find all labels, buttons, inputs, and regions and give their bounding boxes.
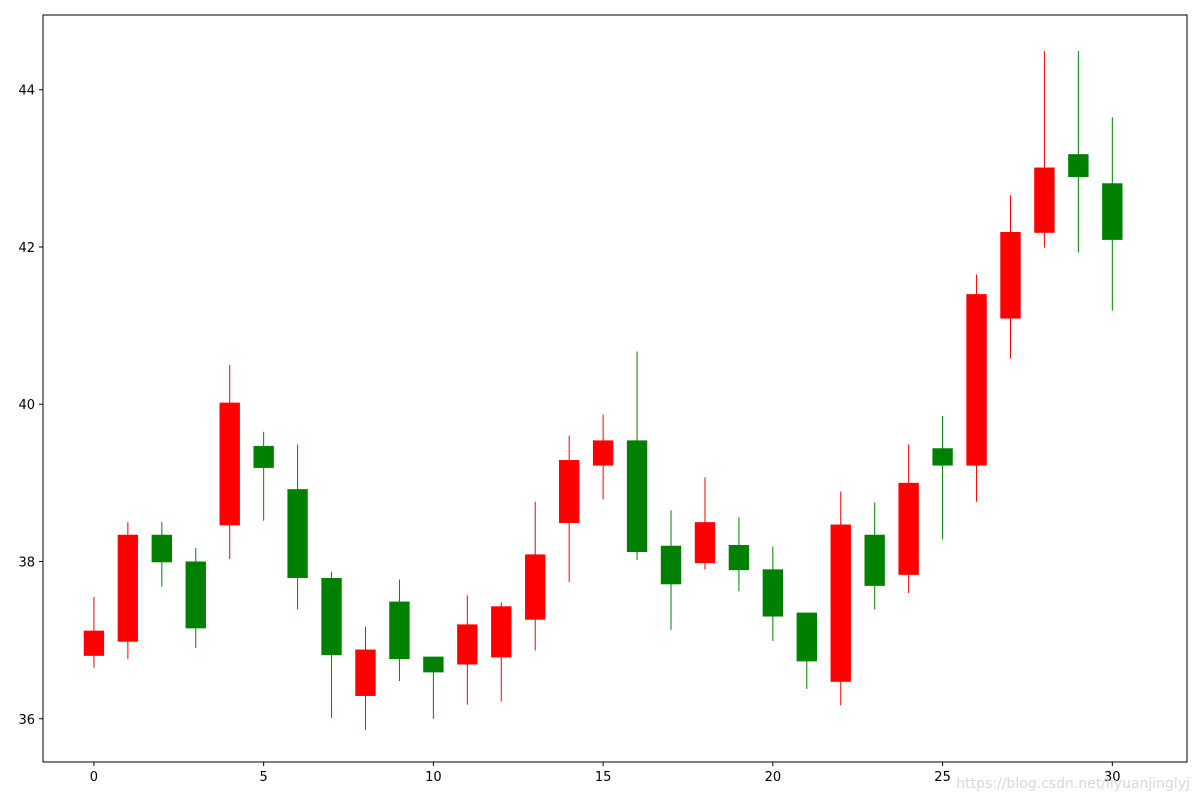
x-tick-label: 25 [934,770,951,785]
candle-body [1000,232,1021,319]
candle-body [287,489,308,579]
candle-21 [796,612,817,689]
candle-body [355,649,376,696]
candle-13 [525,501,546,651]
candle-body [219,402,240,526]
candle-body [83,630,105,656]
plot-area-frame [42,14,1188,763]
candle-body [898,482,919,575]
candle-body [966,294,987,466]
candle-body [796,612,817,662]
candle-1 [117,522,139,659]
candle-5 [253,431,274,521]
candle-body [932,448,953,466]
candle-6 [287,444,308,610]
candle-body [592,440,614,466]
candle-11 [457,595,478,705]
candle-body [558,460,580,523]
candle-body [728,544,750,571]
x-tick-label: 20 [765,770,782,785]
candle-body [457,624,478,665]
candle-body [694,522,716,564]
y-tick-label: 38 [18,555,35,570]
candle-body [626,440,648,553]
candle-23 [864,502,885,610]
candle-body [864,534,885,586]
candle-0 [83,596,105,668]
y-tick-label: 42 [18,241,35,256]
candle-body [1068,154,1089,177]
x-tick-label: 0 [90,770,98,785]
candle-17 [660,510,682,630]
y-tick-label: 36 [18,713,35,728]
x-tick-label: 30 [1104,770,1121,785]
candle-body [762,569,784,617]
candles-layer [83,51,1123,730]
candle-30 [1102,117,1123,311]
candle-body [321,578,342,656]
candle-body [660,545,682,585]
candle-29 [1068,51,1089,253]
candle-8 [355,626,376,730]
candle-body [491,606,512,658]
candle-19 [728,517,750,592]
y-tick-label: 40 [18,398,35,413]
candle-10 [423,656,444,719]
candle-18 [694,477,716,570]
candle-body [423,656,444,673]
x-axis-ticks: 0 5 10 15 20 25 30 [90,762,1121,785]
watermark-text: https://blog.csdn.net/liyuanjinglyj [956,776,1190,792]
candle-body [253,445,274,468]
candle-20 [762,546,784,641]
candle-28 [1034,51,1055,248]
candle-3 [185,548,206,648]
candle-4 [219,364,240,560]
candle-14 [558,435,580,582]
x-tick-label: 10 [425,770,442,785]
candle-16 [626,351,648,560]
candle-7 [321,571,342,718]
candle-body [1102,183,1123,240]
y-tick-label: 44 [18,84,35,99]
candle-15 [592,414,614,500]
candle-body [525,554,546,620]
y-axis-ticks: 36 38 40 42 44 [18,84,43,728]
candle-body [389,601,410,659]
candle-22 [830,491,851,706]
candle-body [1034,167,1055,233]
candle-25 [932,416,953,540]
x-tick-label: 15 [595,770,612,785]
candle-26 [966,274,987,502]
candle-12 [491,602,512,702]
candle-24 [898,444,919,593]
candle-27 [1000,195,1021,359]
candle-9 [389,579,410,682]
candle-body [185,561,206,629]
candle-body [151,534,172,563]
candle-2 [151,522,172,587]
x-tick-label: 5 [260,770,268,785]
candle-body [117,534,139,642]
candle-body [830,524,851,682]
